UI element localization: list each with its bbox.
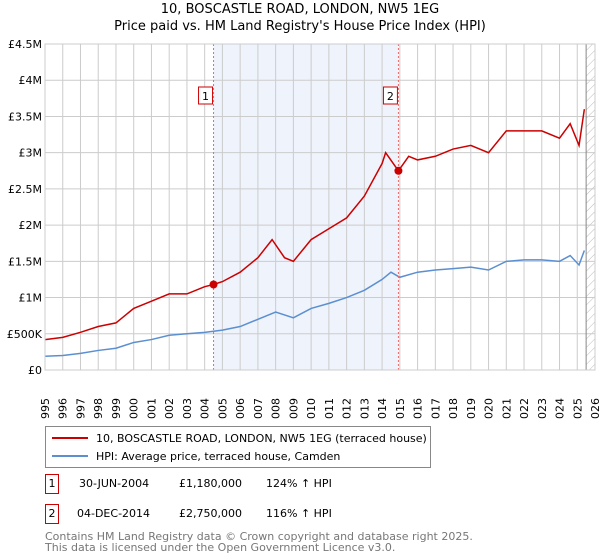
x-tick-label: 2009 xyxy=(287,398,300,420)
x-tick-label: 2023 xyxy=(536,398,549,420)
x-tick-label: 2005 xyxy=(216,398,229,420)
between-sales-shading xyxy=(213,44,399,370)
sale-point xyxy=(394,166,403,175)
x-tick-label: 1996 xyxy=(57,398,70,420)
x-tick-label: 2024 xyxy=(554,398,567,420)
y-tick-label: £2.5M xyxy=(8,183,42,196)
x-tick-label: 1995 xyxy=(39,398,52,420)
legend-label: 10, BOSCASTLE ROAD, LONDON, NW5 1EG (ter… xyxy=(96,431,427,445)
x-tick-label: 2006 xyxy=(234,398,247,420)
x-tick-label: 1998 xyxy=(92,398,105,420)
legend-item-property: 10, BOSCASTLE ROAD, LONDON, NW5 1EG (ter… xyxy=(46,430,427,446)
x-tick-label: 1999 xyxy=(110,398,123,420)
x-tick-label: 2008 xyxy=(270,398,283,420)
x-tick-label: 2016 xyxy=(412,398,425,420)
footer: Contains HM Land Registry data © Crown c… xyxy=(45,531,473,553)
x-tick-label: 2001 xyxy=(145,398,158,420)
legend-swatch-red xyxy=(52,437,88,439)
sale-marker-label: 1 xyxy=(45,474,59,494)
sale-row-2: 2 04-DEC-2014 £2,750,000 116% ↑ HPI xyxy=(45,504,445,524)
y-tick-label: £2M xyxy=(19,219,43,232)
sale-hpi: 116% ↑ HPI xyxy=(266,507,332,520)
plot: 1995 1996 1997 1998 1999 2000 2001 2002 2003 2004… xyxy=(7,38,600,420)
y-tick-label: £4M xyxy=(19,74,43,87)
footer-line: This data is licensed under the Open Gov… xyxy=(45,541,396,554)
chart-title: 10, BOSCASTLE ROAD, LONDON, NW5 1EG xyxy=(160,2,440,17)
x-tick-label: 2017 xyxy=(429,398,442,420)
sale-date: 30-JUN-2004 xyxy=(79,477,150,490)
plot-frame xyxy=(44,43,596,371)
sale-hpi: 124% ↑ HPI xyxy=(266,477,332,490)
x-tick-label: 2014 xyxy=(376,398,389,420)
forecast-hatch xyxy=(586,44,595,370)
x-tick-label: 2000 xyxy=(128,398,141,420)
sale-price: £1,180,000 xyxy=(179,477,242,490)
footer-line: Contains HM Land Registry data © Crown c… xyxy=(45,530,473,543)
x-tick-label: 1997 xyxy=(74,398,87,420)
x-tick-label: 2018 xyxy=(447,398,460,420)
sale-box-label: 2 xyxy=(387,90,394,103)
property-price-line xyxy=(44,109,586,341)
x-tick-label: 2019 xyxy=(465,398,478,420)
sale-price: £2,750,000 xyxy=(179,507,242,520)
chart-subtitle: Price paid vs. HM Land Registry's House … xyxy=(114,19,486,34)
y-tick-label: £1M xyxy=(19,292,43,305)
x-tick-label: 2002 xyxy=(163,398,176,420)
sale-marker-label: 2 xyxy=(45,504,59,524)
legend-swatch-blue xyxy=(52,455,88,457)
y-tick-label: £500K xyxy=(7,328,43,341)
legend: 10, BOSCASTLE ROAD, LONDON, NW5 1EG (ter… xyxy=(45,426,431,468)
x-tick-label: 2012 xyxy=(341,398,354,420)
y-tick-label: £1.5M xyxy=(8,255,42,268)
y-tick-label: £4.5M xyxy=(8,38,42,51)
x-tick-label: 2025 xyxy=(571,398,584,420)
x-tick-label: 2020 xyxy=(483,398,496,420)
sale-box-label: 1 xyxy=(202,90,209,103)
x-tick-label: 2021 xyxy=(500,398,513,420)
x-tick-label: 2022 xyxy=(518,398,531,420)
x-tick-label: 2015 xyxy=(394,398,407,420)
legend-item-hpi: HPI: Average price, terraced house, Camd… xyxy=(46,448,340,464)
hpi-line xyxy=(44,250,586,357)
sale-date: 04-DEC-2014 xyxy=(77,507,151,520)
y-tick-label: £3M xyxy=(19,147,43,160)
sale-point xyxy=(209,280,218,289)
x-tick-label: 2007 xyxy=(252,398,265,420)
x-tick-label: 2004 xyxy=(199,398,212,420)
y-tick-label: £3.5M xyxy=(8,110,42,123)
x-tick-label: 2011 xyxy=(323,398,336,420)
sale-row-1: 1 30-JUN-2004 £1,180,000 124% ↑ HPI xyxy=(45,474,445,494)
sale-box xyxy=(198,86,214,105)
y-tick-label: £0 xyxy=(28,364,42,377)
x-tick-label: 2010 xyxy=(305,398,318,420)
sale-box xyxy=(382,86,398,105)
x-tick-label: 2026 xyxy=(589,398,600,420)
x-tick-label: 2013 xyxy=(358,398,371,420)
x-tick-label: 2003 xyxy=(181,398,194,420)
legend-label: HPI: Average price, terraced house, Camd… xyxy=(96,449,341,463)
